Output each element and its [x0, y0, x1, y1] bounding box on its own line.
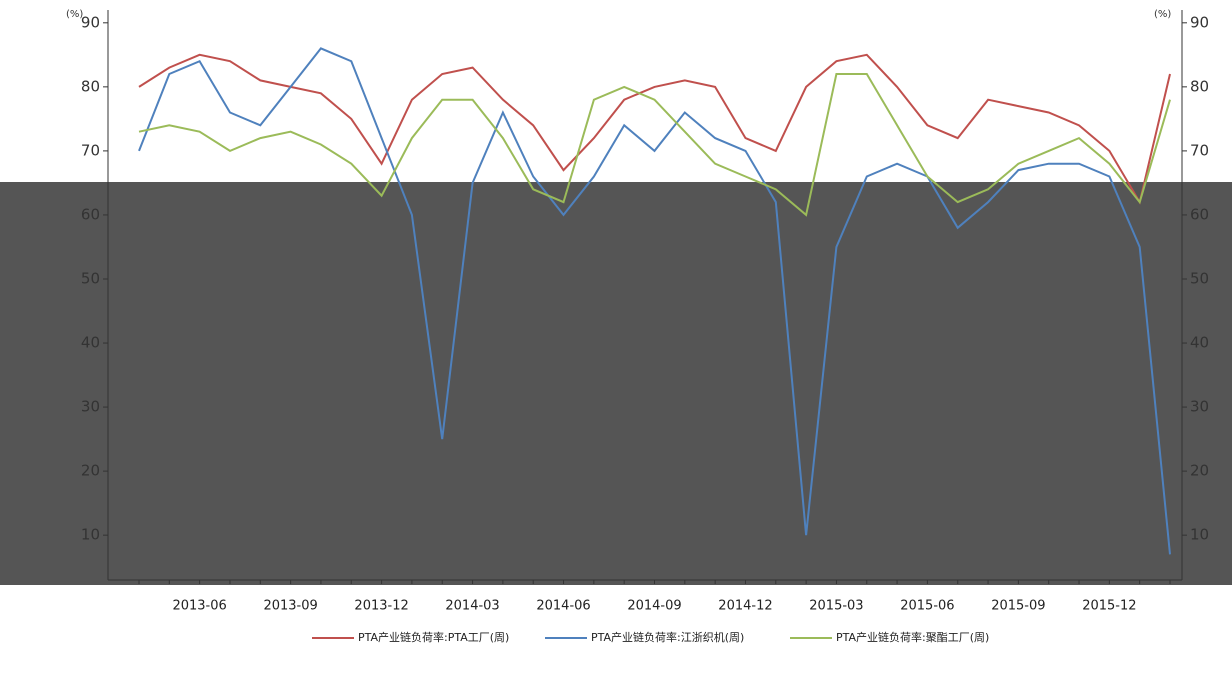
legend-label: PTA产业链负荷率:江浙织机(周) — [591, 630, 744, 644]
series-line — [138, 47, 1171, 555]
x-tick-label: 2014-03 — [445, 599, 499, 614]
y-unit-right: (%) — [1154, 9, 1171, 20]
y-tick-label: 30 — [1190, 398, 1209, 416]
y-tick-label: 60 — [1190, 205, 1209, 223]
legend-label: PTA产业链负荷率:聚酯工厂(周) — [836, 630, 989, 644]
x-tick-label: 2015-09 — [991, 599, 1045, 614]
y-tick-label: 50 — [81, 269, 100, 287]
x-tick-label: 2014-09 — [627, 599, 681, 614]
y-tick-label: 40 — [1190, 334, 1209, 352]
x-tick-label: 2015-03 — [809, 599, 863, 614]
series-line — [138, 53, 1171, 205]
background-block — [0, 182, 1232, 585]
x-tick-label: 2013-06 — [172, 599, 226, 614]
y-tick-label: 80 — [81, 77, 100, 95]
legend-label: PTA产业链负荷率:PTA工厂(周) — [358, 630, 509, 644]
y-tick-label: 70 — [81, 141, 100, 159]
x-tick-label: 2013-09 — [263, 599, 317, 614]
y-tick-label: 30 — [81, 398, 100, 416]
y-tick-label: 90 — [1190, 13, 1209, 31]
legend: PTA产业链负荷率:PTA工厂(周) PTA产业链负荷率:江浙织机(周) PTA产业… — [312, 630, 989, 644]
x-tick-label: 2013-12 — [354, 599, 408, 614]
y-tick-label: 10 — [81, 526, 100, 544]
series-line — [138, 73, 1171, 217]
y-unit-left: (%) — [66, 9, 83, 20]
x-tick-label: 2015-06 — [900, 599, 954, 614]
x-tick-label: 2014-06 — [536, 599, 590, 614]
x-tick-label: 2015-12 — [1082, 599, 1136, 614]
y-tick-label: 50 — [1190, 269, 1209, 287]
y-tick-label: 90 — [81, 13, 100, 31]
y-tick-label: 80 — [1190, 77, 1209, 95]
y-tick-label: 60 — [81, 205, 100, 223]
y-tick-label: 70 — [1190, 141, 1209, 159]
y-tick-label: 20 — [81, 462, 100, 480]
y-tick-label: 20 — [1190, 462, 1209, 480]
x-tick-label: 2014-12 — [718, 599, 772, 614]
y-tick-label: 10 — [1190, 526, 1209, 544]
y-tick-label: 40 — [81, 334, 100, 352]
